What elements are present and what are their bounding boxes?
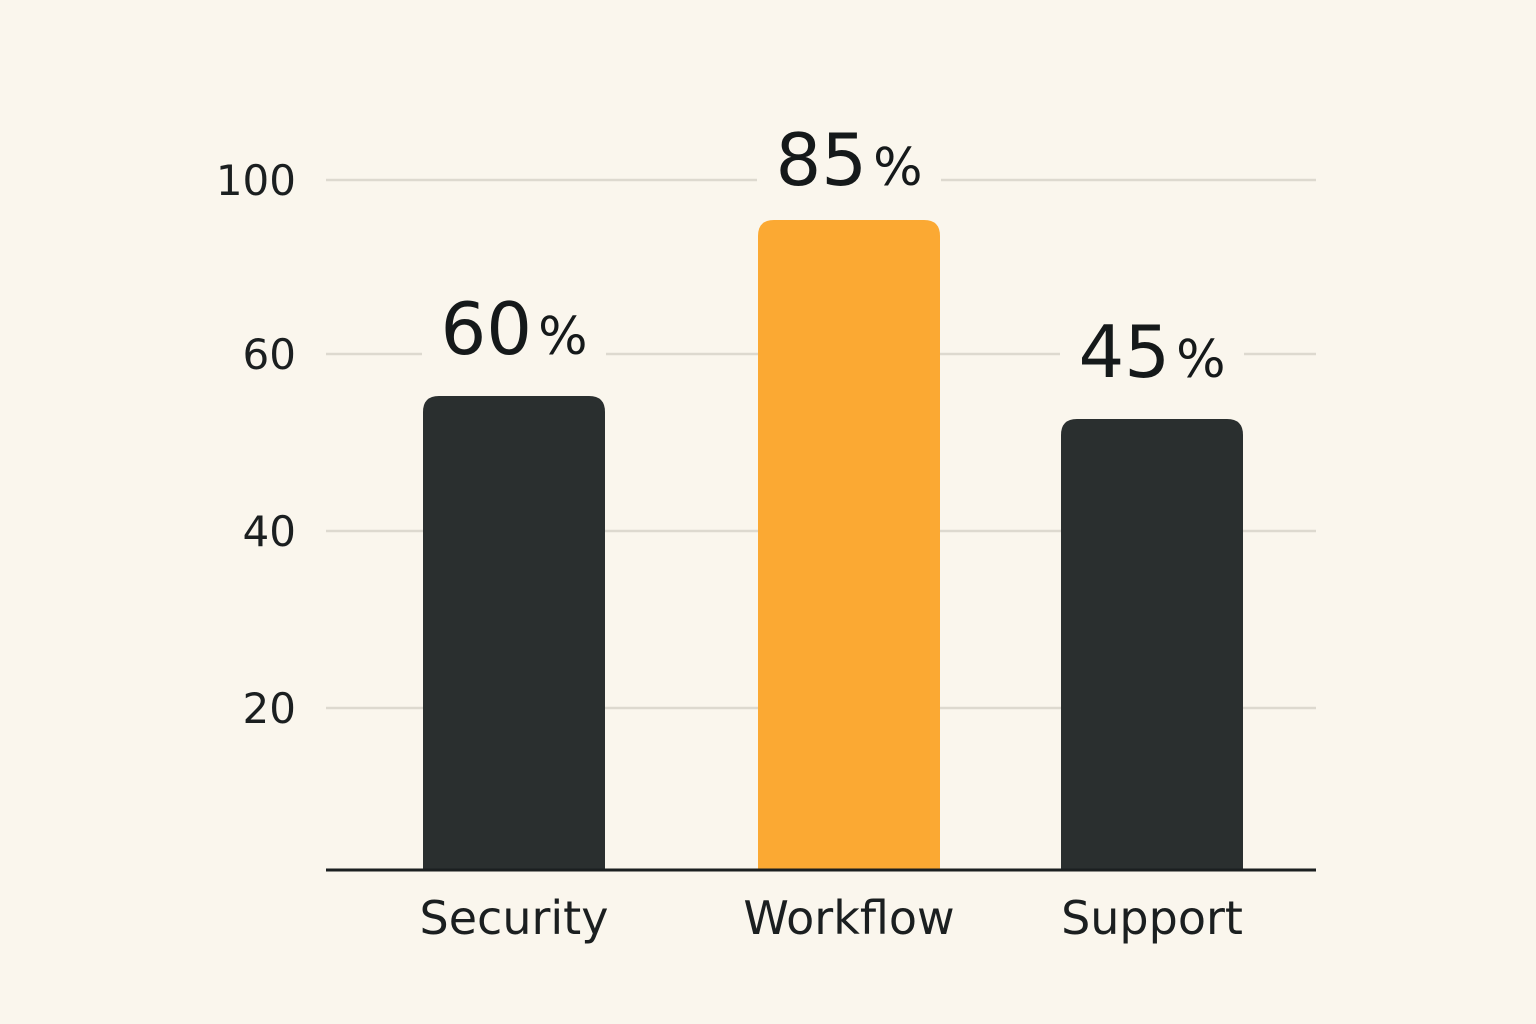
label-backdrop (757, 115, 941, 201)
bars (423, 220, 1243, 870)
value-label: 60% (440, 287, 587, 371)
value-label: 45% (1078, 310, 1225, 394)
category-label: Support (1061, 891, 1243, 945)
label-backdrop (1060, 307, 1244, 393)
label-backdrop (422, 284, 606, 370)
category-label: Security (420, 891, 609, 945)
y-tick-label: 40 (243, 507, 296, 556)
y-tick-label: 60 (243, 330, 296, 379)
bar-workflow (758, 220, 940, 870)
y-tick-label: 100 (216, 156, 296, 205)
data-labels: 60 % 85 % 45% (422, 115, 1244, 394)
value-label: 85% (775, 118, 922, 202)
category-label: Workflow (743, 891, 954, 945)
bar-security (423, 396, 605, 870)
bar-support (1061, 419, 1243, 870)
y-axis-ticks: 20 40 60 100 (216, 156, 296, 733)
y-tick-label: 20 (243, 684, 296, 733)
x-axis-categories: Security Workflow Support (420, 891, 1243, 945)
